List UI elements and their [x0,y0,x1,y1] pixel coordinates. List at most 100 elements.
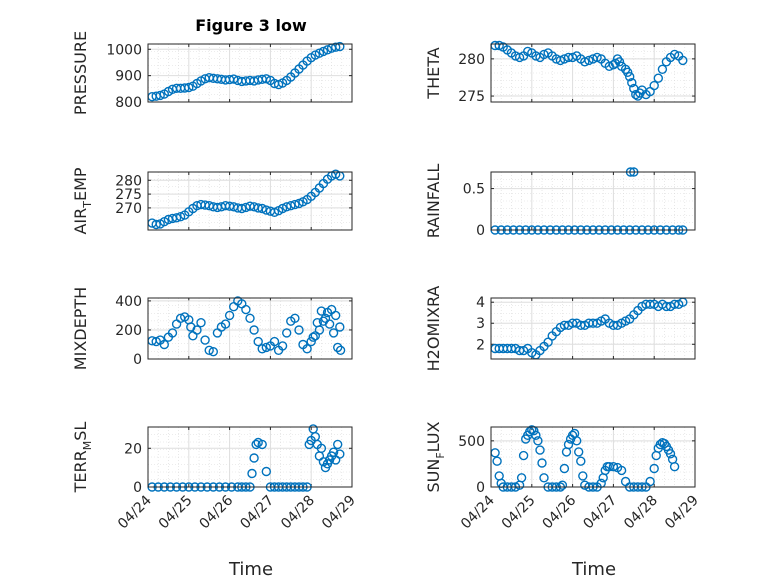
y-axis-label: AIRTEMP [71,167,94,234]
data-point [333,342,343,353]
x-tick-label: 04/28 [278,493,318,533]
data-point [333,439,343,450]
data-point [669,462,680,472]
data-point [580,57,590,67]
data-point [331,42,341,52]
data-point [192,325,202,335]
y-tick-label: 270 [115,201,142,217]
y-axis-label: MIXDEPTH [71,287,90,370]
data-point [257,203,267,214]
x-tick-label: 04/26 [197,492,237,532]
data-point [290,199,300,210]
data-point [331,169,341,179]
y-tick-label: 400 [115,294,142,310]
data-point [249,453,259,463]
data-point [492,456,502,466]
data-point [302,344,312,354]
x-tick-label: 04/29 [319,493,359,533]
y-tick-label: 0.5 [463,182,485,198]
subplot-terr_msl: 04/24 04/25 04/26 04/27 04/28 04/29 0 20 TERRMSL [71,422,359,533]
data-point [335,449,345,459]
data-point [151,219,161,230]
data-point [616,465,627,476]
data-point [537,458,547,468]
data-point [261,205,271,215]
data-point [167,328,178,338]
data-point [576,456,586,466]
data-point [171,213,182,223]
data-point [251,439,261,450]
subplot-sun_flux: 04/24 04/25 04/26 04/27 04/28 04/29 0 500 SUNFLU… [424,421,702,532]
data-point [184,82,194,93]
figure-title: Figure 3 low [195,16,307,35]
y-axis-label: RAINFALL [424,164,443,239]
x-tick-label: 04/25 [156,493,196,533]
data-point [669,49,680,60]
y-tick-label: 2 [476,337,485,353]
data-point [208,347,219,357]
data-point [269,207,280,218]
data-point [335,41,345,52]
data-point [277,341,288,351]
data-point [155,90,165,101]
data-point [196,318,206,328]
data-point [286,200,296,211]
x-tick-label: 04/28 [621,493,661,533]
y-tick-label: 900 [115,69,142,85]
data-point [294,325,304,335]
data-point [335,322,345,332]
data-point [322,45,333,55]
data-point [657,64,668,75]
data-point [312,318,322,328]
data-point [627,77,637,88]
data-point [224,310,235,321]
data-point [237,203,247,214]
data-point [543,337,553,347]
data-point [261,74,271,84]
data-point [253,336,263,347]
y-tick-label: 280 [115,173,142,189]
x-tick-label: 04/29 [662,493,702,533]
data-point [623,67,633,78]
data-point [516,473,527,483]
data-point [535,445,545,455]
x-tick-label: 04/25 [499,493,539,533]
data-point [282,328,292,338]
y-tick-label: 0 [476,480,485,496]
data-point [578,471,588,481]
y-tick-label: 20 [124,441,142,457]
data-point [257,344,267,354]
data-point [614,57,625,67]
x-tick-label: 04/24 [115,492,155,532]
data-point [659,438,670,449]
data-point [592,52,602,63]
data-point [655,439,665,450]
data-point [533,436,543,446]
data-point [514,52,525,63]
data-point [563,439,574,450]
data-point [269,336,280,347]
data-point [200,335,210,345]
x-axis-label-right: Time [571,559,616,580]
data-point [518,450,529,461]
data-point [308,332,318,342]
y-tick-label: 275 [458,89,485,105]
data-point [241,304,251,315]
y-axis-label: PRESSURE [71,31,90,115]
x-tick-label: 04/27 [237,493,277,533]
data-point [277,203,288,214]
x-tick-label: 04/27 [580,493,620,533]
data-point [653,73,663,83]
x-tick-label: 04/24 [458,492,498,532]
y-tick-label: 1000 [106,42,142,58]
data-point [649,80,659,91]
data-point [665,449,676,459]
subplot-pressure: 800 900 1000 PRESSURE [71,31,353,115]
subplot-h2omixra: 2 3 4 H2OMIXRA [424,286,696,372]
data-point [494,40,504,51]
data-point [151,336,161,347]
data-point [245,313,255,323]
y-axis-label: H2OMIXRA [424,286,443,372]
data-point [523,46,533,57]
